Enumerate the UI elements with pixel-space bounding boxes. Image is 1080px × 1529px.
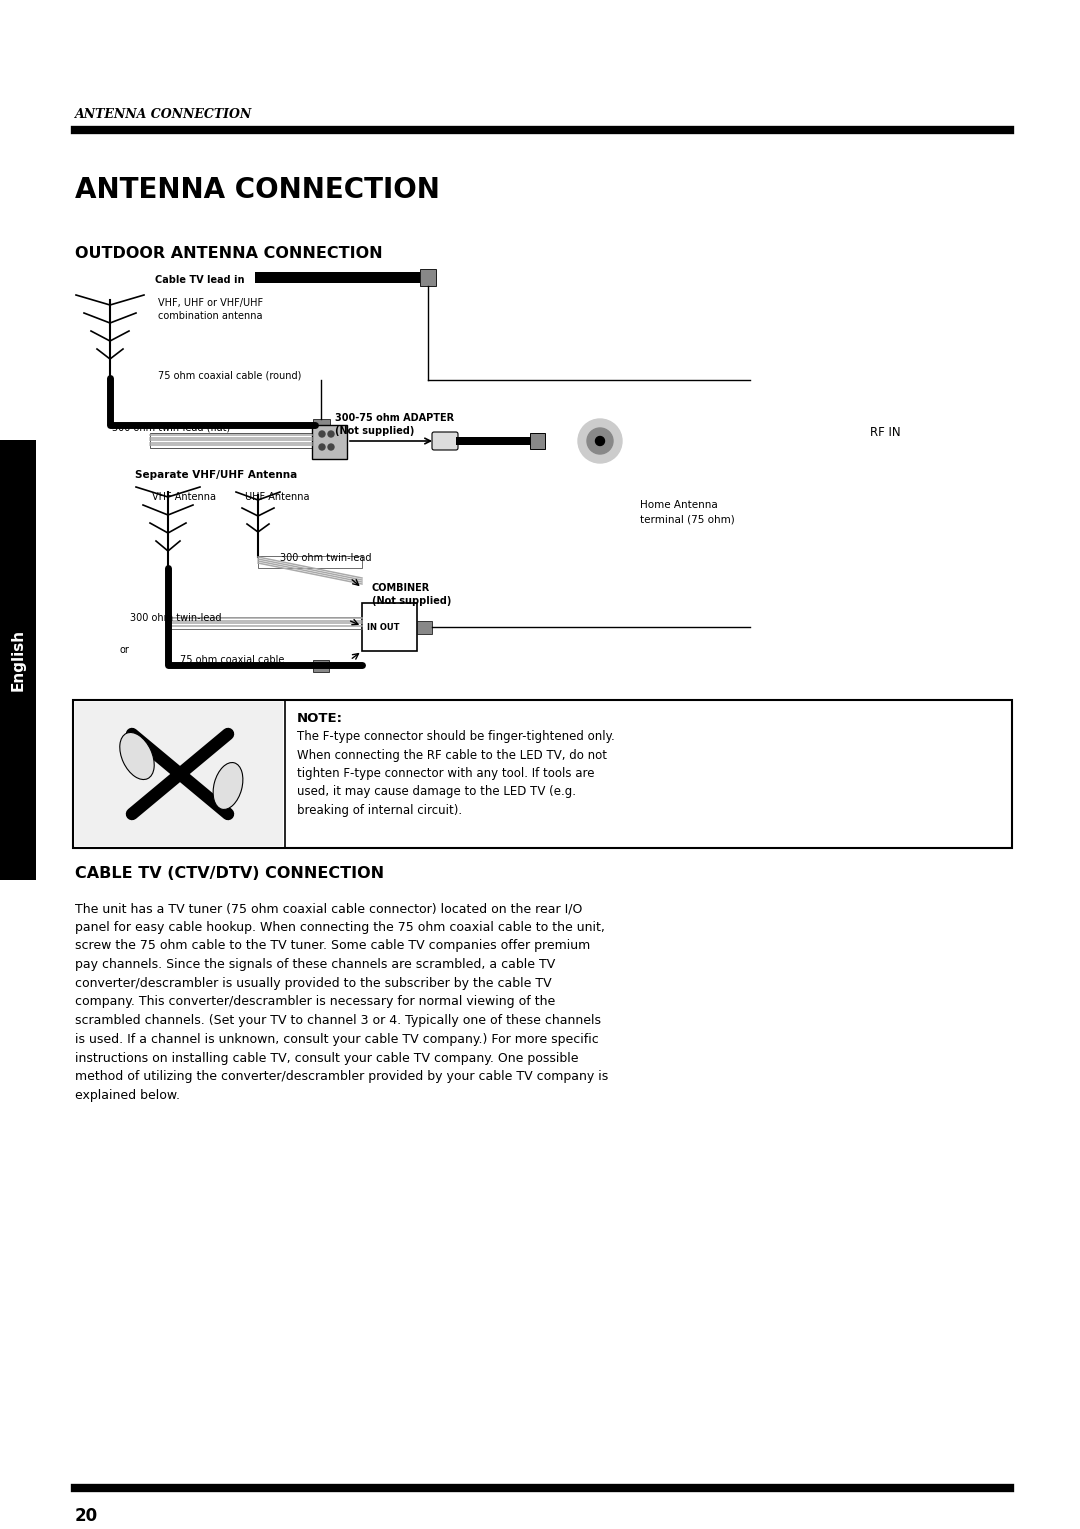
Text: The F-type connector should be finger-tightened only.
When connecting the RF cab: The F-type connector should be finger-ti…	[297, 729, 615, 816]
Bar	[258, 557, 362, 567]
Text: Separate VHF/UHF Antenna: Separate VHF/UHF Antenna	[135, 469, 297, 480]
Text: or: or	[120, 645, 130, 654]
Bar	[313, 419, 330, 433]
Ellipse shape	[213, 763, 243, 809]
Text: 300 ohm twin-lead: 300 ohm twin-lead	[130, 613, 221, 622]
Bar	[420, 269, 436, 286]
Circle shape	[328, 431, 334, 437]
Circle shape	[328, 443, 334, 450]
Bar	[362, 602, 417, 651]
Circle shape	[595, 436, 605, 445]
Text: NOTE:: NOTE:	[297, 711, 343, 725]
Text: English: English	[11, 628, 26, 691]
Bar	[255, 272, 420, 283]
Bar	[75, 702, 283, 846]
Bar	[312, 425, 347, 459]
Bar	[168, 618, 362, 628]
Circle shape	[588, 428, 613, 454]
Text: Cable TV lead in: Cable TV lead in	[156, 275, 244, 284]
Circle shape	[319, 443, 325, 450]
Text: Home Antenna
terminal (75 ohm): Home Antenna terminal (75 ohm)	[640, 500, 734, 524]
Text: ANTENNA CONNECTION: ANTENNA CONNECTION	[75, 109, 253, 121]
Circle shape	[578, 419, 622, 463]
Bar	[150, 433, 312, 448]
Text: RF IN: RF IN	[870, 427, 901, 439]
Text: IN OUT: IN OUT	[367, 622, 400, 631]
Text: CABLE TV (CTV/DTV) CONNECTION: CABLE TV (CTV/DTV) CONNECTION	[75, 867, 384, 882]
Bar	[313, 661, 329, 673]
Text: UHF Antenna: UHF Antenna	[245, 492, 310, 502]
Ellipse shape	[120, 732, 154, 780]
Text: 20: 20	[75, 1508, 98, 1524]
Bar	[530, 433, 545, 450]
Bar	[417, 621, 432, 635]
Bar	[456, 437, 531, 445]
FancyBboxPatch shape	[432, 433, 458, 450]
Text: COMBINER
(Not supplied): COMBINER (Not supplied)	[372, 583, 451, 605]
Text: The unit has a TV tuner (75 ohm coaxial cable connector) located on the rear I/O: The unit has a TV tuner (75 ohm coaxial …	[75, 902, 608, 1102]
Text: OUTDOOR ANTENNA CONNECTION: OUTDOOR ANTENNA CONNECTION	[75, 246, 382, 260]
Text: 300-75 ohm ADAPTER
(Not supplied): 300-75 ohm ADAPTER (Not supplied)	[335, 413, 454, 436]
Bar	[0, 440, 36, 881]
Circle shape	[319, 431, 325, 437]
Text: 75 ohm coaxial cable: 75 ohm coaxial cable	[180, 654, 284, 665]
Bar	[73, 700, 1012, 849]
Text: VHF, UHF or VHF/UHF
combination antenna: VHF, UHF or VHF/UHF combination antenna	[158, 298, 264, 321]
Text: ANTENNA CONNECTION: ANTENNA CONNECTION	[75, 176, 440, 203]
Text: VHF Antenna: VHF Antenna	[152, 492, 216, 502]
Text: 300 ohm twin-lead: 300 ohm twin-lead	[280, 553, 372, 563]
Text: 300 ohm twin-lead (flat): 300 ohm twin-lead (flat)	[112, 424, 230, 433]
Text: 75 ohm coaxial cable (round): 75 ohm coaxial cable (round)	[158, 370, 301, 381]
